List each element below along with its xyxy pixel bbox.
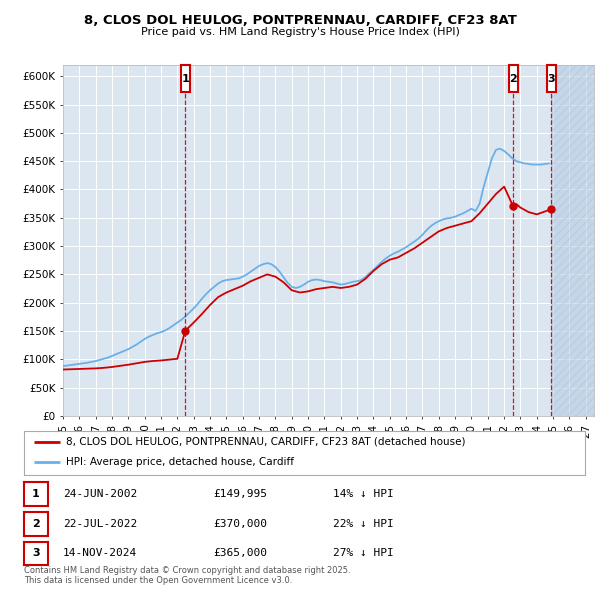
Text: 27% ↓ HPI: 27% ↓ HPI <box>333 549 394 558</box>
Text: 8, CLOS DOL HEULOG, PONTPRENNAU, CARDIFF, CF23 8AT: 8, CLOS DOL HEULOG, PONTPRENNAU, CARDIFF… <box>83 14 517 27</box>
FancyBboxPatch shape <box>509 65 518 92</box>
Text: 22-JUL-2022: 22-JUL-2022 <box>63 519 137 529</box>
Text: 3: 3 <box>547 74 555 84</box>
FancyBboxPatch shape <box>181 65 190 92</box>
Text: 2: 2 <box>509 74 517 84</box>
Text: 14-NOV-2024: 14-NOV-2024 <box>63 549 137 558</box>
Bar <box>551 65 594 416</box>
Text: 8, CLOS DOL HEULOG, PONTPRENNAU, CARDIFF, CF23 8AT (detached house): 8, CLOS DOL HEULOG, PONTPRENNAU, CARDIFF… <box>66 437 466 447</box>
Text: 1: 1 <box>181 74 189 84</box>
Text: 3: 3 <box>32 549 40 558</box>
Text: HPI: Average price, detached house, Cardiff: HPI: Average price, detached house, Card… <box>66 457 294 467</box>
Text: Price paid vs. HM Land Registry's House Price Index (HPI): Price paid vs. HM Land Registry's House … <box>140 28 460 37</box>
Text: £365,000: £365,000 <box>213 549 267 558</box>
Text: 24-JUN-2002: 24-JUN-2002 <box>63 489 137 499</box>
Text: 2: 2 <box>32 519 40 529</box>
Text: Contains HM Land Registry data © Crown copyright and database right 2025.
This d: Contains HM Land Registry data © Crown c… <box>24 566 350 585</box>
Text: 22% ↓ HPI: 22% ↓ HPI <box>333 519 394 529</box>
Text: £149,995: £149,995 <box>213 489 267 499</box>
FancyBboxPatch shape <box>547 65 556 92</box>
Text: 1: 1 <box>32 489 40 499</box>
Text: £370,000: £370,000 <box>213 519 267 529</box>
Text: 14% ↓ HPI: 14% ↓ HPI <box>333 489 394 499</box>
